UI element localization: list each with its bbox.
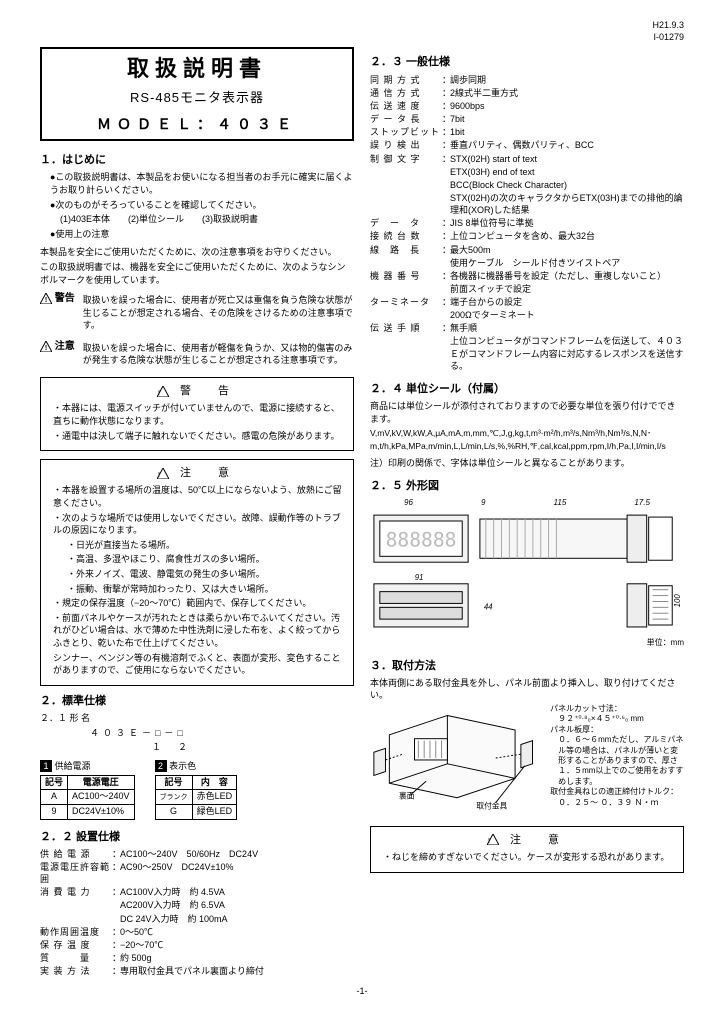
warning-icon: ! (40, 293, 52, 304)
svg-text:!: ! (45, 345, 47, 352)
cautionbox-sub: ・振動、衝撃が常時加わったり、又は大きい場所。 (53, 583, 345, 596)
sec3-p1: 本体両側にある取付金具を外し、パネル前面より挿入し、取り付けてください。 (370, 677, 684, 702)
warning-icon: ! (157, 386, 169, 397)
svg-text:!: ! (488, 838, 498, 845)
svg-text:!: ! (158, 390, 168, 397)
doc-date: H21.9.3 (40, 20, 684, 32)
cautionbox-sub: ・日光が直接当たる場所。 (53, 539, 345, 552)
sec1-p1: ●この取扱説明書は、本製品をお使いになる担当者のお手元に確実に届くようお取り計ら… (40, 171, 354, 196)
table2-marker: 2 (155, 760, 167, 772)
sec1-p5: 本製品を安全にご使用いただくために、次の注意事項をお守りください。 (40, 246, 354, 259)
page-number: -1- (40, 986, 684, 998)
svg-text:裏面: 裏面 (399, 791, 415, 801)
table1-label: 供給電源 (55, 761, 91, 771)
doc-title: 取扱説明書 (50, 55, 344, 84)
table1-marker: 1 (40, 760, 52, 772)
panel-thick-title: パネル板厚： (550, 725, 684, 735)
svg-text:取付金具: 取付金具 (476, 800, 507, 810)
model-index: １ ２ (40, 741, 354, 754)
svg-text:100: 100 (673, 594, 682, 608)
sec1-p4: ●使用上の注意 (40, 228, 354, 241)
caution-icon: ! (157, 468, 169, 479)
caution-icon: ! (487, 834, 499, 845)
mounting-figure: 裏面 取付金具 (370, 704, 544, 818)
sec21-head: ２．１ 形 名 (40, 712, 354, 725)
cautionbox-sub: ・外来ノイズ、電波、静電気の発生の多い場所。 (53, 568, 345, 581)
outline-dims-top: 96 9 115 17.5 (370, 498, 684, 508)
model-format: ４０３Ｅ－□－□ (40, 727, 354, 740)
cautionbox-item: ・規定の保存温度（−20〜70℃）範囲内で、保存してください。 (53, 597, 345, 610)
panel-cut-dim: ９２⁺⁰·⁸₀×４５⁺⁰·⁶₀ mm (550, 714, 684, 724)
warning-box: ! 警 告 ・本器には、電源スイッチが付いていませんので、電源に接続すると、直ち… (40, 377, 354, 451)
sec24-head: ２．４ 単位シール（付属） (370, 382, 684, 396)
caution-box-2: ! 注 意 ・ねじを締めすぎないでください。ケースが変形する恐れがあります。 (370, 826, 684, 873)
sec1-p3: (1)403E本体 (2)単位シール (3)取扱説明書 (40, 213, 354, 226)
doc-model: ＭＯＤＥＬ：４０３Ｅ (50, 115, 344, 133)
outline-figure: 888888 91 44 100 (370, 508, 684, 638)
outline-unit: 単位：mm (370, 638, 684, 648)
general-spec-list: 同 期 方 式：調歩同期通 信 方 式：2線式半二重方式伝 送 速 度：9600… (370, 74, 684, 372)
warning-text: 取扱いを誤った場合に、使用者が死亡又は重傷を負う危険な状態が生じることが想定され… (83, 294, 354, 332)
svg-text:44: 44 (484, 602, 493, 611)
warnbox-item: ・本器には、電源スイッチが付いていませんので、電源に接続すると、直ちに動作状態に… (53, 402, 345, 427)
cautionbox-sub: ・高温、多湿やほこり、腐食性ガスの多い場所。 (53, 553, 345, 566)
caution-label: ! 注意 (40, 340, 75, 369)
display-color-table: 記号内 容 ブランク赤色LED G緑色LED (155, 775, 238, 820)
sec22-head: ２．２ 設置仕様 (40, 830, 354, 844)
caution-text: 取扱いを誤った場合に、使用者が軽傷を負うか、又は物的傷害のみが発生する危険な状態… (83, 342, 354, 367)
panel-thick-text: ０．６〜６mmただし、アルミパネル等の場合は、パネルが薄いと変形することがありま… (550, 735, 684, 787)
install-spec-list: 供 給 電 源：AC100〜240V 50/60Hz DC24V電源電圧許容範囲… (40, 848, 354, 977)
unit-list: V,mV,kV,W,kW,A,μA,mA,m,mm,℃,J,g,kg,t,m³·… (370, 427, 684, 453)
power-supply-table: 記号電源電圧 AAC100〜240V 9DC24V±10% (40, 775, 135, 820)
svg-text:!: ! (45, 297, 47, 304)
sec1-p2: ●次のものがそろっていることを確認してください。 (40, 199, 354, 212)
warning-box-title: 警 告 (180, 385, 237, 397)
sec25-head: ２．５ 外形図 (370, 479, 684, 493)
title-box: 取扱説明書 RS-485モニタ表示器 ＭＯＤＥＬ：４０３Ｅ (40, 47, 354, 141)
sec3-head: ３．取付方法 (370, 659, 684, 673)
sec24-p1: 商品には単位シールが添付されておりますので必要な単位を張り付けでできます。 (370, 400, 684, 425)
doc-number: I-01279 (40, 32, 684, 44)
torque-title: 取付金具ねじの適正締付けトルク： (550, 787, 684, 797)
cautionbox-item: ・本器を設置する場所の温度は、50℃以上にならないよう、放熱にご留意ください。 (53, 484, 345, 509)
warning-label: ! 警告 (40, 292, 75, 334)
svg-text:91: 91 (415, 573, 424, 582)
sec23-head: ２．３ 一般仕様 (370, 55, 684, 69)
sec2-head: ２．標準仕様 (40, 694, 354, 708)
sec24-note: 注）印刷の関係で、字体は単位シールと異なることがあります。 (370, 457, 684, 470)
torque-val: ０．２５〜 ０．３９ Ｎ・ｍ (550, 798, 684, 808)
svg-text:!: ! (158, 472, 168, 479)
doc-subtitle: RS-485モニタ表示器 (50, 90, 344, 107)
caution-icon: ! (40, 341, 52, 352)
sec1-head: １．はじめに (40, 153, 354, 167)
caution-box: ! 注 意 ・本器を設置する場所の温度は、50℃以上にならないよう、放熱にご留意… (40, 459, 354, 686)
caution-box2-title: 注 意 (510, 834, 567, 846)
sec1-p6: この取扱説明書では、機器を安全にご使用いただくために、次のようなシンボルマークを… (40, 261, 354, 286)
table2-label: 表示色 (169, 761, 196, 771)
cautionbox2-item: ・ねじを締めすぎないでください。ケースが変形する恐れがあります。 (383, 851, 675, 864)
panel-cut-title: パネルカット寸法： (550, 704, 684, 714)
cautionbox-item: シンナー、ベンジン等の有機溶剤でふくと、表面が変形、変色することがありますので、… (53, 652, 345, 677)
svg-text:888888: 888888 (386, 529, 457, 552)
cautionbox-item: ・次のような場所では使用しないでください。故障、誤動作等のトラブルの原因になりま… (53, 512, 345, 537)
warnbox-item: ・通電中は決して端子に触れないでください。感電の危険があります。 (53, 430, 345, 443)
cautionbox-item: ・前面パネルやケースが汚れたときは柔らかい布でふいてください。汚れがひどい場合は… (53, 612, 345, 650)
caution-box-title: 注 意 (180, 467, 237, 479)
